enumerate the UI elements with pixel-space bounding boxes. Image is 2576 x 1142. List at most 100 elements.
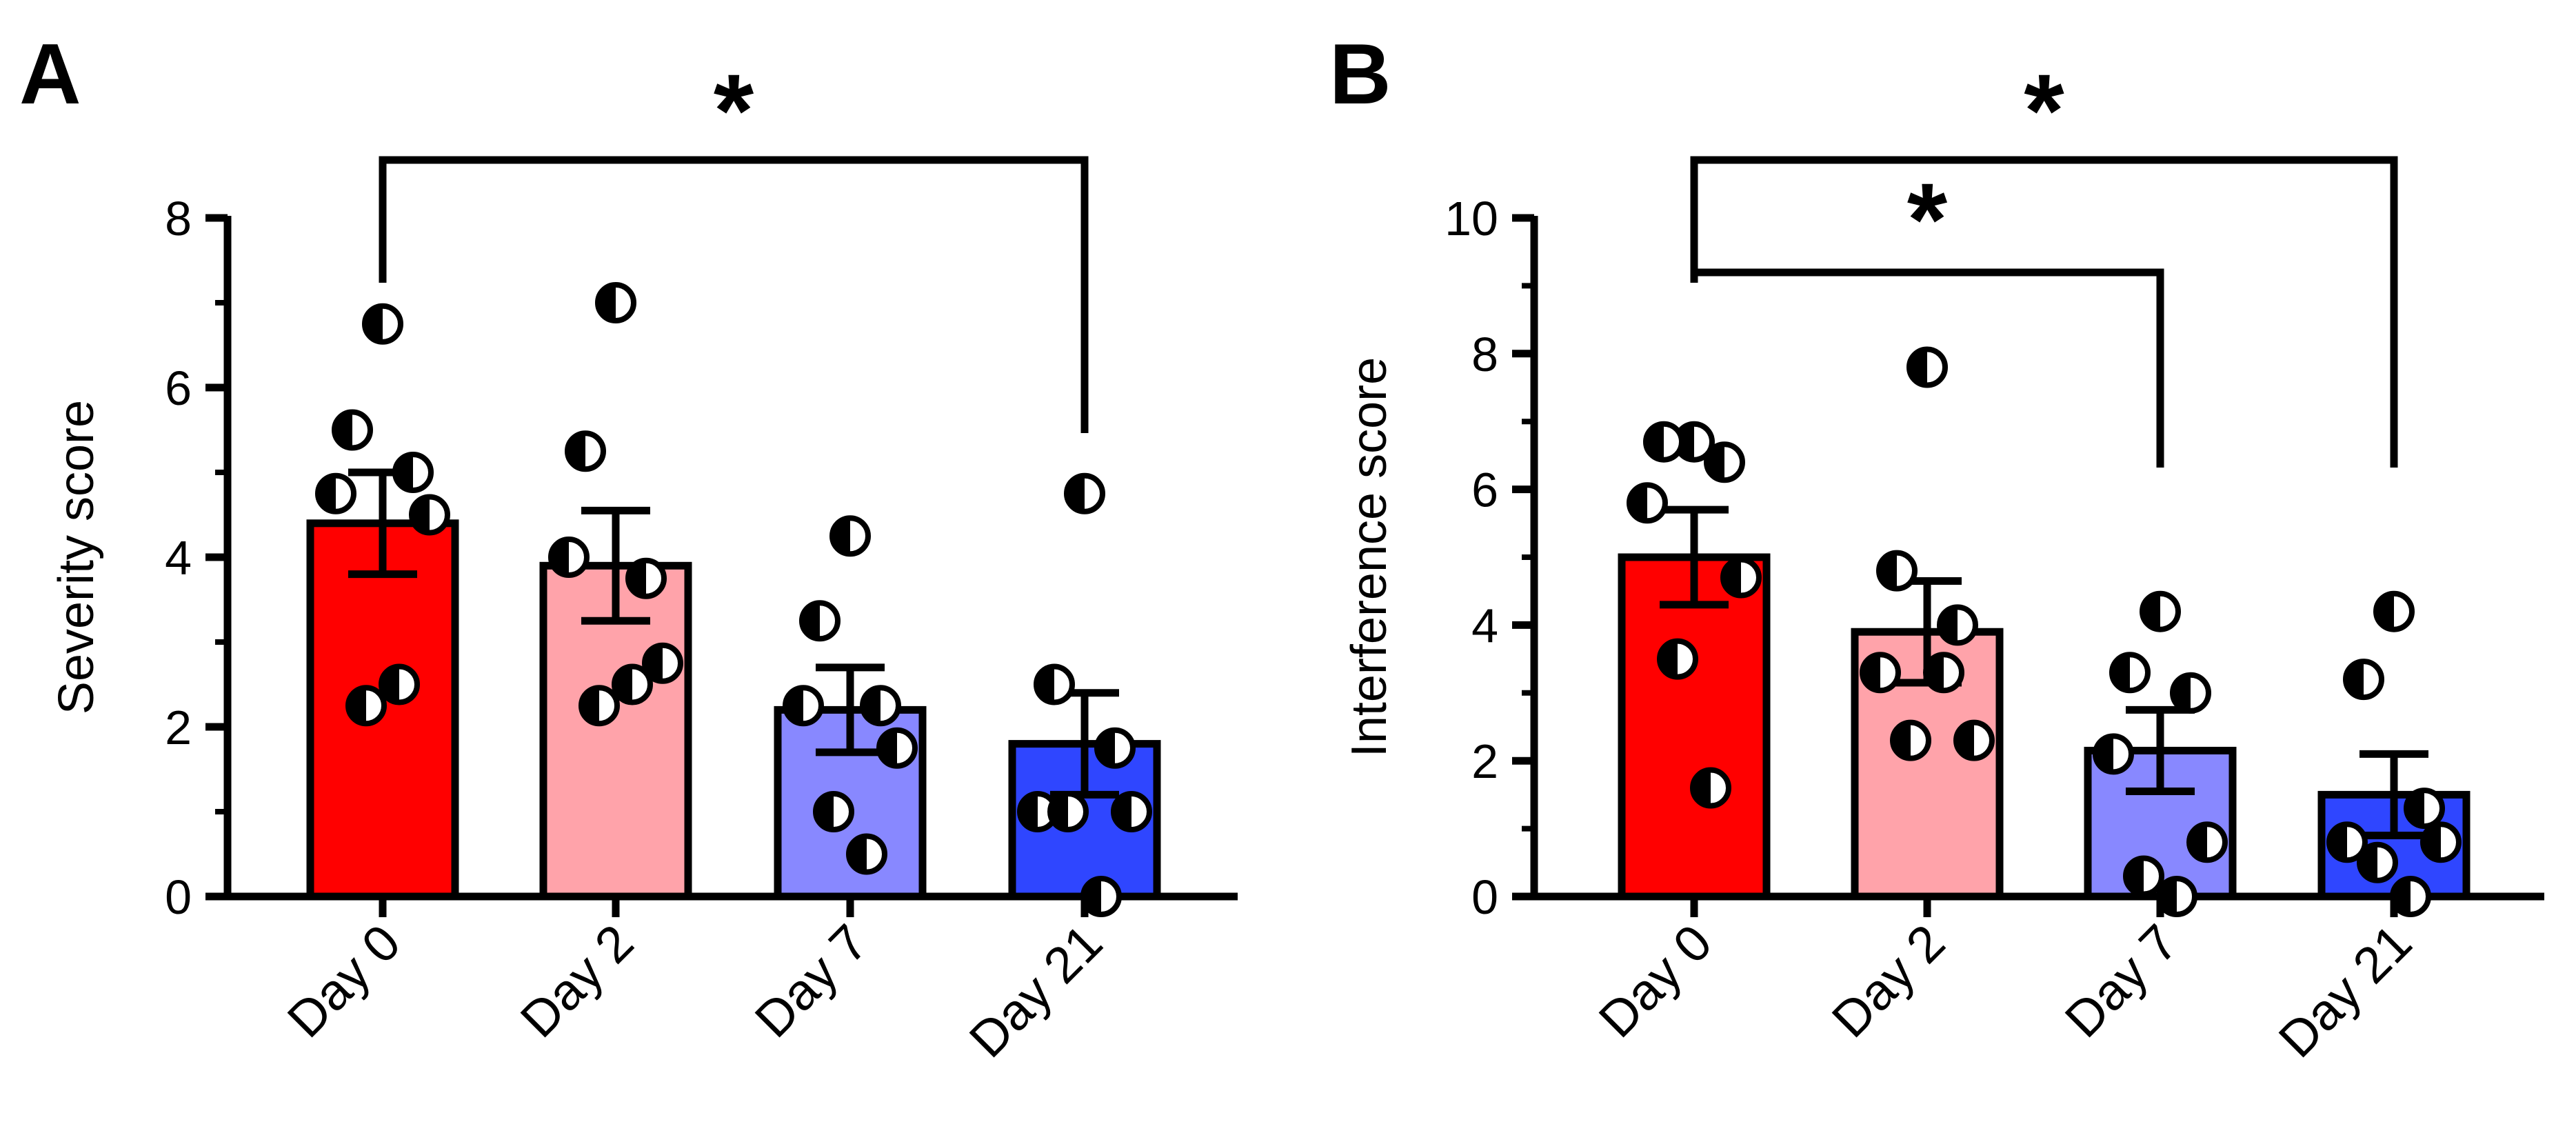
data-point [1627, 482, 1668, 524]
data-point [1923, 652, 1964, 694]
y-axis-title: Interference score [1342, 357, 1397, 757]
point-fill [1879, 552, 1897, 589]
data-point [1704, 441, 1745, 483]
point-fill [1646, 423, 1664, 460]
data-point [2140, 590, 2181, 632]
y-tick-label: 0 [165, 870, 192, 924]
point-fill [334, 412, 352, 448]
significance-bracket [1690, 156, 2398, 468]
data-point [2326, 821, 2368, 863]
y-tick-label: 10 [1445, 192, 1498, 246]
point-fill [2112, 654, 2130, 691]
data-point [548, 537, 590, 578]
data-point [799, 600, 841, 642]
data-point [1876, 550, 1918, 592]
data-point [1953, 719, 1995, 761]
bar [1618, 553, 1771, 901]
point-fill [832, 518, 850, 554]
y-tick-label: 0 [1471, 870, 1498, 924]
data-point [2373, 590, 2415, 632]
data-point [860, 685, 901, 727]
significance-star: * [2024, 52, 2064, 168]
data-point [2390, 876, 2431, 917]
data-point [1890, 719, 1931, 761]
point-fill [2189, 824, 2207, 861]
point-fill [581, 688, 599, 724]
point-fill [2376, 593, 2394, 630]
point-fill [2095, 736, 2113, 772]
data-point [612, 663, 653, 705]
data-point [1034, 663, 1075, 705]
point-fill [318, 475, 336, 512]
x-tick-label: Day 2 [510, 914, 644, 1048]
point-fill [551, 539, 569, 575]
x-tick-label: Day 2 [1821, 914, 1955, 1048]
data-point [1937, 604, 1978, 646]
point-fill [2406, 790, 2424, 827]
point-fill [645, 645, 663, 681]
significance-star: * [714, 52, 754, 168]
data-point [578, 685, 620, 727]
data-point [1080, 876, 1122, 917]
significance-bracket [379, 156, 1089, 433]
point-fill [567, 433, 585, 470]
point-fill [628, 560, 646, 597]
data-point [876, 727, 918, 769]
data-point [565, 430, 606, 472]
data-point [595, 282, 636, 323]
data-point [1690, 767, 1731, 809]
data-point [409, 494, 450, 536]
data-point [2170, 672, 2211, 714]
point-fill [1020, 794, 1038, 830]
data-point [2420, 821, 2462, 863]
point-fill [1629, 485, 1647, 521]
panel-a: A 0 2 4 6 8 Severity score Day 0 Day 2 Day 7 Day 2… [19, 27, 1238, 1068]
point-fill [1926, 654, 1944, 691]
data-point [642, 642, 683, 684]
point-fill [614, 666, 632, 703]
panel-label: B [1329, 27, 1391, 122]
point-fill [802, 603, 820, 639]
point-fill [381, 666, 399, 703]
point-fill [2359, 844, 2377, 881]
point-fill [1862, 654, 1880, 691]
y-tick-label: 6 [165, 361, 192, 415]
point-fill [2423, 824, 2441, 861]
data-point [2156, 876, 2197, 917]
x-tick-label: Day 21 [958, 914, 1113, 1068]
data-point [2186, 821, 2228, 863]
point-fill [412, 497, 430, 533]
data-point [1906, 346, 1948, 388]
data-point [2404, 788, 2445, 830]
point-fill [863, 688, 881, 724]
point-fill [2346, 661, 2364, 698]
x-tick-label: Day 21 [2268, 914, 2422, 1068]
y-axis-title: Severity score [49, 400, 104, 714]
point-fill [1893, 722, 1911, 759]
data-point [1657, 638, 1698, 680]
data-point [332, 409, 373, 451]
y-tick-label: 8 [165, 192, 192, 246]
point-fill [1036, 666, 1054, 703]
x-tick-label: Day 7 [2054, 914, 2188, 1048]
data-point [1643, 421, 1684, 463]
point-fill [816, 794, 834, 830]
data-point [625, 557, 667, 599]
data-point [1064, 472, 1105, 514]
point-fill [1083, 879, 1101, 914]
y-tick-label: 6 [1471, 463, 1498, 517]
point-fill [1693, 770, 1711, 806]
data-point [2343, 659, 2384, 701]
point-fill [1050, 794, 1068, 830]
point-fill [2329, 824, 2347, 861]
data-point [362, 303, 403, 345]
point-fill [2159, 879, 2177, 914]
point-fill [598, 285, 616, 321]
point-fill [1723, 559, 1741, 596]
data-point [783, 685, 824, 727]
point-fill [1097, 730, 1115, 766]
data-point [345, 685, 387, 727]
point-fill [2173, 674, 2191, 711]
data-point [2357, 841, 2398, 883]
